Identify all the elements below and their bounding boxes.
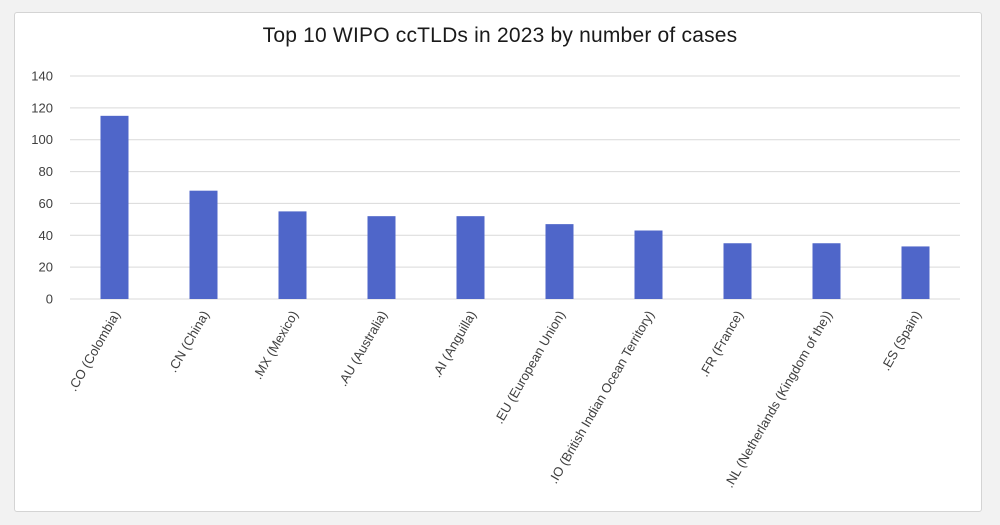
y-tick-label: 120	[31, 100, 53, 115]
y-tick-label: 60	[39, 196, 53, 211]
y-tick-label: 140	[31, 69, 53, 84]
x-tick-label: .EU (European Union)	[491, 308, 568, 426]
y-tick-label: 20	[39, 260, 53, 275]
bar	[189, 190, 218, 299]
bar	[100, 115, 129, 299]
bar	[723, 243, 752, 299]
bar	[634, 230, 663, 299]
y-tick-label: 100	[31, 132, 53, 147]
bars	[100, 115, 930, 299]
chart-title: Top 10 WIPO ccTLDs in 2023 by number of …	[262, 24, 738, 47]
x-tick-label: .NL (Netherlands (Kingdom of the))	[721, 308, 835, 490]
x-tick-label: .CO (Colombia)	[65, 308, 123, 394]
bar	[278, 211, 307, 299]
y-axis-ticks: 0 20 40 60 80 100 120 140	[31, 69, 53, 307]
x-tick-label: .ES (Spain)	[878, 308, 924, 373]
bar	[545, 224, 574, 299]
y-tick-label: 0	[46, 292, 53, 307]
x-axis-ticks: .CO (Colombia) .CN (China) .MX (Mexico) .AU…	[65, 308, 924, 490]
x-tick-label: .MX (Mexico)	[250, 308, 301, 382]
x-tick-label: .AI (Anguilla)	[429, 308, 479, 380]
x-tick-label: .CN (China)	[165, 308, 212, 375]
y-tick-label: 40	[39, 228, 53, 243]
bar	[812, 243, 841, 299]
x-tick-label: .AU (Australia)	[335, 308, 390, 389]
x-tick-label: .FR (France)	[696, 308, 746, 379]
bar	[456, 216, 485, 299]
bar	[367, 216, 396, 299]
y-tick-label: 80	[39, 164, 53, 179]
bar	[901, 246, 930, 299]
gridlines	[70, 75, 960, 300]
x-tick-label: .IO (British Indian Ocean Territory)	[546, 308, 657, 486]
